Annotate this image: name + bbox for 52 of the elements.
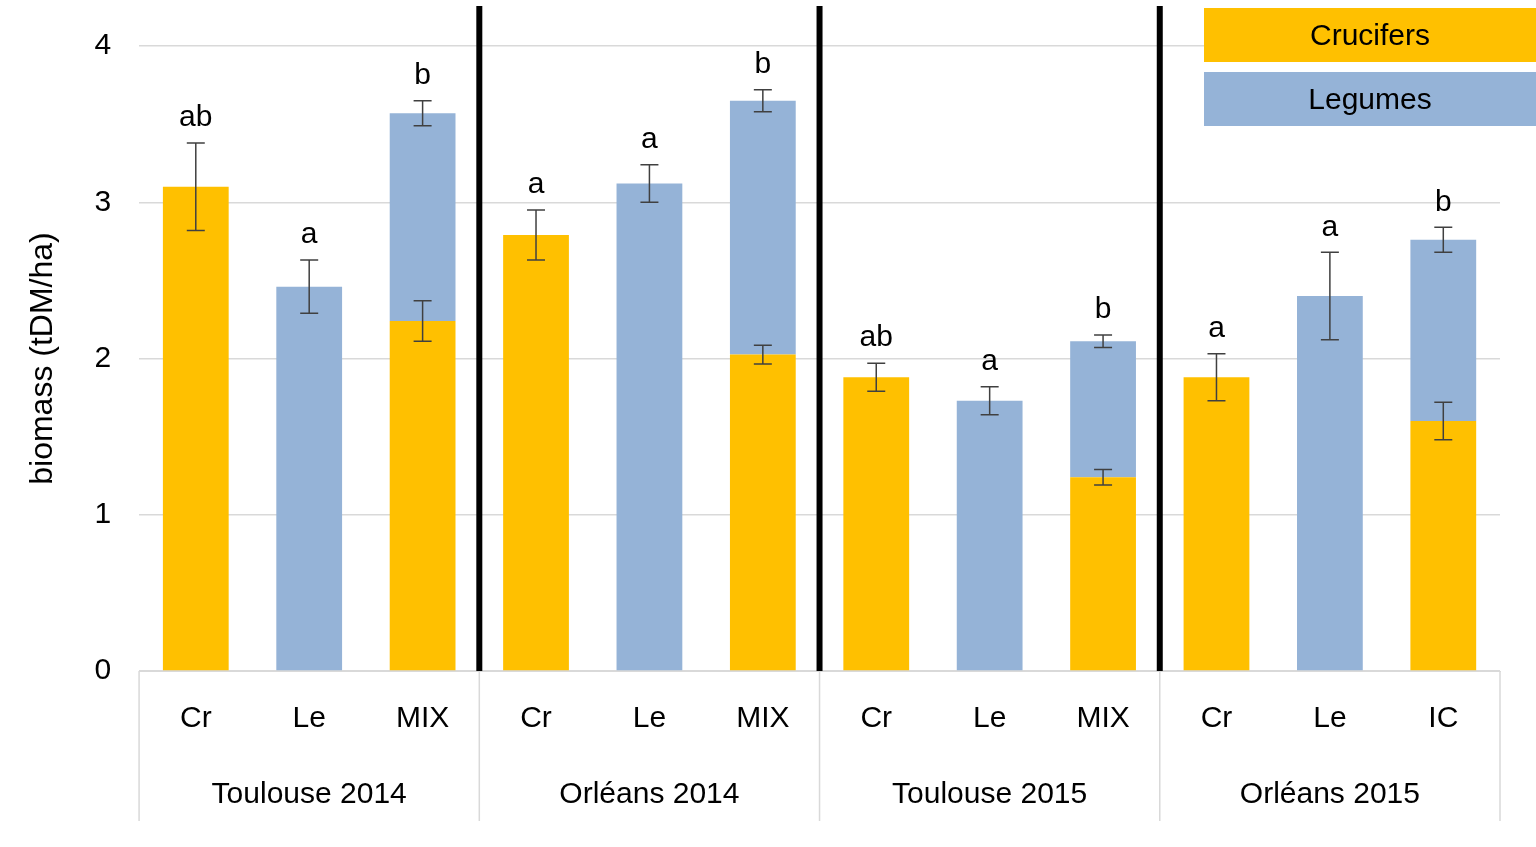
annotation: a <box>1208 310 1226 344</box>
y-axis-title: biomass (tDM/ha) <box>23 232 60 485</box>
annotation: ab <box>859 319 893 353</box>
text: Orléans 2014 <box>559 776 740 810</box>
annotation: b <box>1434 183 1452 217</box>
y-tick-label: 3 <box>94 183 112 217</box>
text: Legumes <box>1204 72 1536 126</box>
bar <box>729 354 796 671</box>
x-tick-label: MIX <box>736 700 790 734</box>
annotation: b <box>754 46 772 80</box>
text: Crucifers <box>1204 8 1536 62</box>
text: Toulouse 2014 <box>211 776 407 810</box>
bar <box>1410 421 1477 671</box>
bar <box>843 377 910 671</box>
bar <box>1070 341 1136 478</box>
annotation: a <box>981 342 999 376</box>
bar <box>1070 477 1136 671</box>
x-tick-label: Cr <box>860 700 893 734</box>
annotation: a <box>527 166 545 200</box>
bar <box>1410 239 1477 421</box>
y-tick-label: 0 <box>94 652 112 686</box>
annotation: a <box>1321 208 1339 242</box>
x-tick-label: MIX <box>1076 700 1130 734</box>
bar <box>956 400 1023 671</box>
annotation: b <box>414 56 431 90</box>
bar <box>1297 296 1363 671</box>
x-tick-label: Cr <box>520 700 552 734</box>
x-tick-label: Le <box>1313 700 1347 734</box>
bar <box>1183 377 1250 671</box>
x-tick-label: MIX <box>395 700 450 734</box>
bar <box>389 113 456 321</box>
annotation: a <box>300 216 318 250</box>
bar <box>729 100 796 355</box>
bar <box>616 183 683 671</box>
text: Toulouse 2015 <box>892 776 1088 810</box>
x-tick-label: Le <box>632 700 667 734</box>
bar <box>162 186 229 671</box>
annotation: b <box>1094 291 1112 325</box>
y-tick-label: 4 <box>94 27 112 61</box>
annotation: a <box>641 121 659 155</box>
bar <box>276 286 343 671</box>
text: Orléans 2015 <box>1239 776 1420 810</box>
x-tick-label: IC <box>1428 700 1459 734</box>
y-tick-label: 1 <box>94 496 112 530</box>
bar <box>389 321 456 671</box>
bar <box>503 235 569 671</box>
x-tick-label: Le <box>972 700 1007 734</box>
annotation: ab <box>179 99 213 133</box>
y-tick-label: 2 <box>94 339 112 373</box>
x-tick-label: Cr <box>1200 700 1233 734</box>
x-tick-label: Cr <box>179 700 212 734</box>
x-tick-label: Le <box>292 700 326 734</box>
